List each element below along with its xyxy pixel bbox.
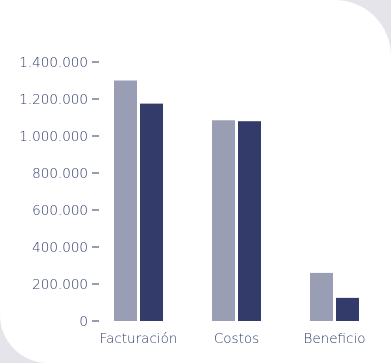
y-tick-label: 800.000 — [32, 166, 88, 182]
x-category-label: Facturación — [100, 331, 178, 347]
bar-beneficio-1 — [310, 272, 333, 321]
y-tick-label: 400.000 — [32, 240, 88, 256]
bar-costos-1 — [212, 120, 235, 322]
y-tick-label: 200.000 — [32, 277, 88, 293]
bar-facturación-1 — [114, 80, 137, 321]
y-tick-label: 1.200.000 — [19, 92, 88, 108]
y-tick-label: 1.400.000 — [19, 55, 88, 71]
bar-beneficio-2 — [336, 297, 359, 321]
x-category-label: Beneficio — [304, 331, 366, 347]
bar-facturación-2 — [140, 103, 163, 321]
y-tick-label: 0 — [79, 314, 88, 330]
bar-costos-2 — [238, 121, 261, 321]
y-tick-label: 600.000 — [32, 203, 88, 219]
x-category-label: Costos — [214, 331, 259, 347]
y-tick-label: 1.000.000 — [19, 129, 88, 145]
